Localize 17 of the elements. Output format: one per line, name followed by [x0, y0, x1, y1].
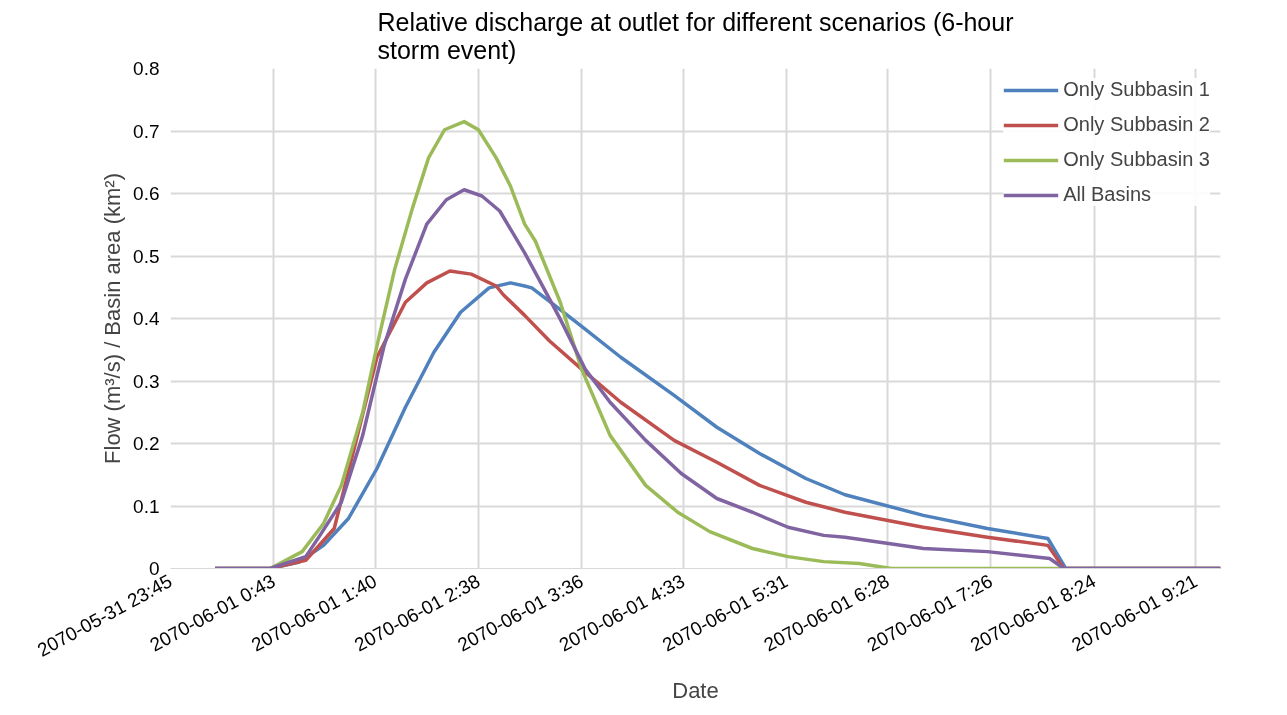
legend-label: Only Subbasin 3: [1063, 148, 1210, 171]
legend-label: Only Subbasin 1: [1063, 78, 1210, 101]
y-tick-label: 0.6: [133, 183, 160, 204]
y-tick-label: 0.5: [133, 245, 160, 267]
y-tick-label: 0.1: [133, 495, 160, 517]
x-axis-title: Date: [672, 677, 719, 703]
y-tick-label: 0.7: [133, 120, 160, 142]
line-series: [213, 188, 1221, 569]
y-tick-label: 0.3: [133, 370, 160, 392]
y-tick-label: 0.2: [133, 433, 160, 454]
y-axis-title: Flow (m³/s) / Basin area (km²): [100, 173, 126, 464]
chart-title: Relative discharge at outlet for different scenarios (6-hour storm event): [377, 7, 1014, 64]
legend-label: All Basins: [1063, 183, 1152, 206]
y-tick-label: 0.8: [133, 58, 160, 79]
legend-label: Only Subbasin 2: [1063, 113, 1210, 136]
y-tick-label: 0.4: [133, 308, 160, 329]
y-tick-label: 0: [148, 558, 160, 579]
